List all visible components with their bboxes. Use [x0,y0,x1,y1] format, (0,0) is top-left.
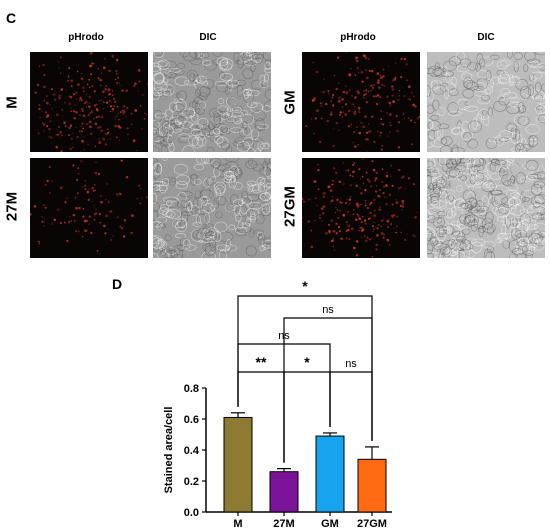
x-tick-label: 27M [273,518,294,530]
bar-m [223,416,253,513]
micrograph-dic-m [153,52,271,152]
column-label-dic-left: DIC [199,32,217,43]
column-label-dic-right: DIC [477,32,495,43]
y-tick-label: 0.2 [184,476,199,488]
panel-d-letter: D [112,276,123,292]
significance-label: ns [345,358,357,370]
y-tick-label: 0.8 [184,383,199,395]
significance-label: ** [256,354,267,370]
significance-label: * [304,354,310,370]
bar-27m [269,471,299,513]
micrograph-phrodo-27m [30,158,148,258]
x-tick-label: M [233,518,242,530]
micrograph-dic-gm [427,52,545,152]
column-label-phrodo-right: pHrodo [340,32,376,43]
bar-27gm [357,458,387,513]
significance-label: * [302,278,308,294]
bar-gm [315,435,345,513]
micrograph-dic-27gm [427,158,545,258]
column-label-phrodo-left: pHrodo [68,32,104,43]
micrograph-phrodo-27gm [302,158,420,258]
y-tick-label: 0.0 [184,507,199,519]
panel-c-letter: C [6,10,17,26]
y-axis-label: Stained area/cell [163,407,175,494]
micrograph-phrodo-gm [302,52,420,152]
significance-label: ns [322,304,334,316]
significance-bracket [237,295,373,441]
significance-bracket [329,371,373,441]
x-tick-label: GM [321,518,339,530]
micrograph-dic-27m [153,158,271,258]
micrograph-phrodo-m [30,52,148,152]
y-tick-label: 0.4 [184,445,200,457]
y-tick-label: 0.6 [184,414,199,426]
x-tick-label: 27GM [357,518,387,530]
